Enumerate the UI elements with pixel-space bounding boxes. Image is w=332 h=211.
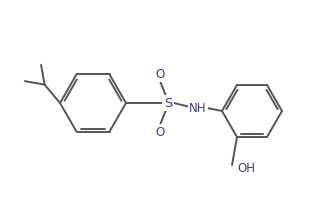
Text: O: O — [155, 126, 165, 138]
Text: S: S — [164, 96, 172, 110]
Text: OH: OH — [237, 162, 255, 176]
Text: O: O — [155, 68, 165, 81]
Text: NH: NH — [189, 101, 207, 115]
